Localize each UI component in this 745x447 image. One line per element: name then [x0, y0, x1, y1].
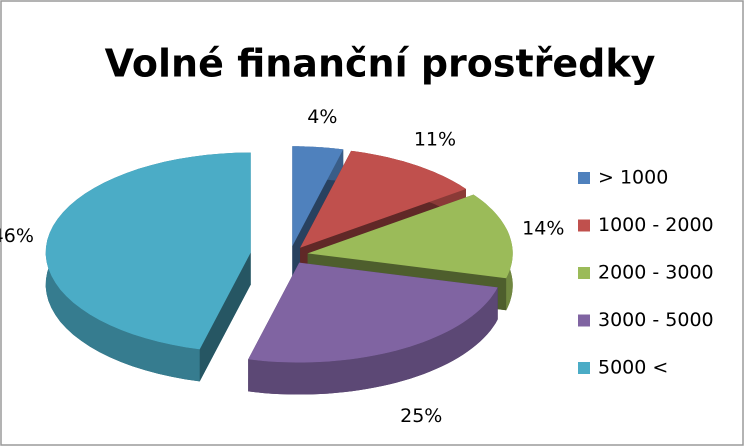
data-label: 14%: [522, 217, 564, 239]
data-label: 25%: [400, 405, 442, 427]
slice-top: [307, 194, 513, 279]
legend-label: 5000 <: [598, 357, 668, 379]
legend-swatch: [578, 362, 590, 374]
legend-label: 3000 - 5000: [598, 309, 714, 331]
slice-top: [45, 152, 251, 350]
slice-top: [248, 262, 498, 363]
legend-label: > 1000: [598, 167, 668, 189]
slice-top: [300, 150, 466, 248]
legend-swatch: [578, 314, 590, 327]
data-label: 4%: [307, 106, 337, 128]
slice-side: [199, 252, 251, 382]
chart-title: Volné finanční prostředky: [105, 42, 656, 86]
legend-swatch: [578, 267, 590, 279]
legend-label: 2000 - 3000: [598, 262, 714, 284]
slice-wall: [248, 287, 498, 395]
data-label: 11%: [414, 129, 456, 151]
legend-label: 1000 - 2000: [598, 214, 714, 236]
slice-top: [292, 146, 344, 247]
data-label: 46%: [0, 225, 34, 247]
legend-swatch: [578, 172, 590, 184]
legend-swatch: [578, 219, 590, 232]
